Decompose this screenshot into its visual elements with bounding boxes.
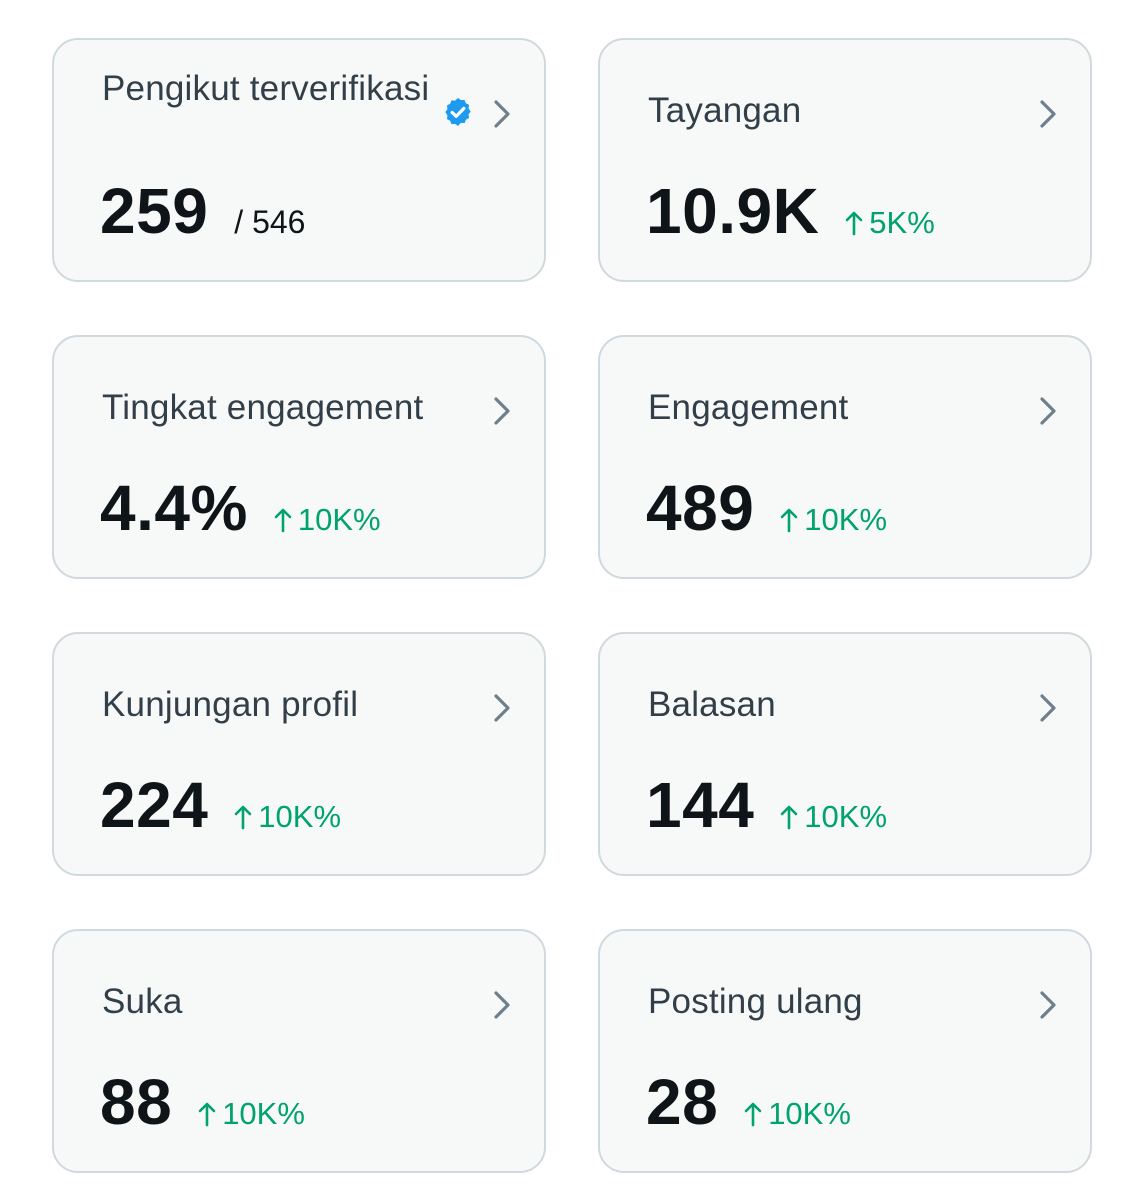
arrow-up-icon: [198, 1102, 216, 1127]
chevron-right-icon[interactable]: [488, 690, 516, 726]
arrow-up-icon: [780, 508, 798, 533]
metric-delta: 10K%: [780, 502, 887, 538]
metric-row: 10.9K 5K%: [646, 176, 935, 246]
metric-delta-text: 10K%: [222, 1096, 305, 1131]
card-title: Suka: [102, 982, 183, 1021]
metric-delta-text: 10K%: [804, 799, 888, 834]
metric-row: 88 10K%: [100, 1067, 305, 1137]
card-reposts[interactable]: Posting ulang 28 10K%: [598, 929, 1092, 1173]
metric-row: 4.4% 10K%: [100, 473, 381, 543]
metric-value: 4.4%: [100, 472, 248, 544]
card-replies[interactable]: Balasan 144 10K%: [598, 632, 1092, 876]
metric-value: 224: [100, 769, 209, 841]
arrow-up-icon: [780, 805, 798, 830]
chevron-right-icon[interactable]: [488, 393, 516, 429]
arrow-up-icon: [234, 805, 252, 830]
metric-row: 259 / 546: [100, 176, 305, 246]
metric-delta: 10K%: [780, 799, 887, 835]
verified-badge-icon: [445, 98, 471, 126]
metric-delta: 10K%: [198, 1096, 305, 1132]
metric-delta: 10K%: [744, 1096, 851, 1132]
metric-value: 144: [646, 769, 755, 841]
metric-delta: 5K%: [845, 205, 935, 241]
metric-delta-text: 10K%: [804, 502, 888, 537]
metric-total: / 546: [234, 204, 306, 240]
metric-value: 489: [646, 472, 755, 544]
metric-delta-text: 10K%: [297, 502, 381, 537]
card-profile-visits[interactable]: Kunjungan profil 224 10K%: [52, 632, 546, 876]
card-title: Balasan: [648, 685, 776, 724]
arrow-up-icon: [744, 1102, 762, 1127]
metric-row: 224 10K%: [100, 770, 341, 840]
card-impressions[interactable]: Tayangan 10.9K 5K%: [598, 38, 1092, 282]
card-verified-followers[interactable]: Pengikut terverifikasi 259 / 546: [52, 38, 546, 282]
metric-value: 28: [646, 1066, 719, 1138]
metric-row: 28 10K%: [646, 1067, 851, 1137]
metric-value: 259: [100, 175, 209, 247]
metric-delta-text: 5K%: [869, 205, 935, 240]
card-title: Pengikut terverifikasi: [102, 69, 430, 108]
metric-row: 489 10K%: [646, 473, 887, 543]
card-title: Tingkat engagement: [102, 388, 424, 427]
card-engagements[interactable]: Engagement 489 10K%: [598, 335, 1092, 579]
card-title: Tayangan: [648, 91, 802, 130]
arrow-up-icon: [845, 211, 863, 236]
metric-value: 10.9K: [646, 175, 820, 247]
card-title: Kunjungan profil: [102, 685, 359, 724]
chevron-right-icon[interactable]: [488, 96, 516, 132]
chevron-right-icon[interactable]: [1034, 987, 1062, 1023]
metric-row: 144 10K%: [646, 770, 887, 840]
card-title: Engagement: [648, 388, 849, 427]
arrow-up-icon: [274, 508, 292, 533]
metric-delta: 10K%: [234, 799, 341, 835]
metric-delta-text: 10K%: [768, 1096, 851, 1131]
metric-delta-text: 10K%: [258, 799, 342, 834]
chevron-right-icon[interactable]: [1034, 690, 1062, 726]
metric-value: 88: [100, 1066, 173, 1138]
card-likes[interactable]: Suka 88 10K%: [52, 929, 546, 1173]
card-engagement-rate[interactable]: Tingkat engagement 4.4% 10K%: [52, 335, 546, 579]
metric-delta: 10K%: [274, 502, 381, 538]
chevron-right-icon[interactable]: [1034, 393, 1062, 429]
chevron-right-icon[interactable]: [488, 987, 516, 1023]
card-title: Posting ulang: [648, 982, 863, 1021]
chevron-right-icon[interactable]: [1034, 96, 1062, 132]
